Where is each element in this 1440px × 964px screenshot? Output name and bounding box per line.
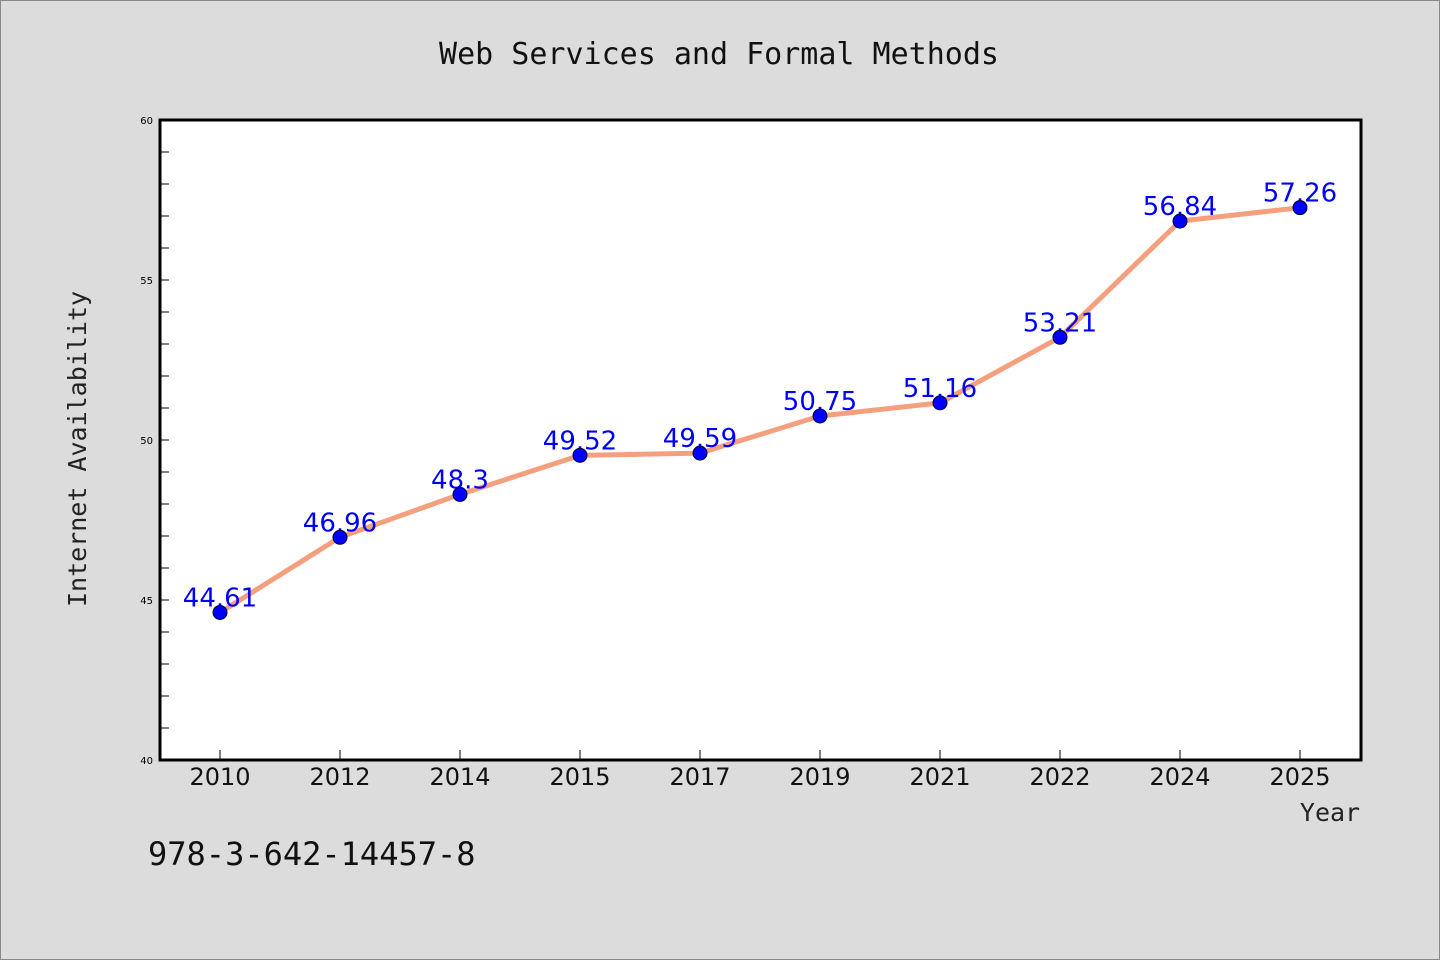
series-layer bbox=[217, 205, 1303, 615]
x-tick-label: 2010 bbox=[189, 763, 250, 791]
y-tick-label: 60 bbox=[140, 116, 153, 127]
x-tick-label: 2017 bbox=[669, 763, 730, 791]
data-point bbox=[452, 486, 468, 502]
y-tick-label: 40 bbox=[140, 756, 153, 767]
x-tick-label: 2021 bbox=[909, 763, 970, 791]
y-tick-label: 55 bbox=[140, 276, 153, 287]
x-tick-label: 2012 bbox=[309, 763, 370, 791]
data-point bbox=[1052, 329, 1068, 345]
x-tick-label: 2019 bbox=[789, 763, 850, 791]
x-axis-ticks: 2010 2012 2014 2015 2017 2019 2021 2022 2024 2025 bbox=[189, 750, 1331, 791]
data-point bbox=[212, 604, 228, 620]
isbn-annotation: 978-3-642-14457-8 bbox=[148, 835, 476, 873]
plot-area bbox=[160, 120, 1361, 760]
series-line bbox=[217, 205, 1303, 615]
data-point bbox=[1172, 213, 1188, 229]
data-point bbox=[1292, 200, 1308, 216]
data-point bbox=[332, 529, 348, 545]
x-tick-label: 2015 bbox=[549, 763, 610, 791]
chart-title: Web Services and Formal Methods bbox=[439, 37, 999, 72]
x-tick-label: 2014 bbox=[429, 763, 490, 791]
x-tick-label: 2024 bbox=[1149, 763, 1210, 791]
data-point bbox=[572, 447, 588, 463]
x-axis-label: Year bbox=[1300, 798, 1360, 827]
plot-frame bbox=[158, 118, 1363, 762]
data-point bbox=[692, 445, 708, 461]
data-point bbox=[812, 408, 828, 424]
data-point bbox=[932, 395, 948, 411]
x-tick-label: 2022 bbox=[1029, 763, 1090, 791]
y-axis-label: Internet Availability bbox=[63, 291, 92, 607]
x-tick-label: 2025 bbox=[1269, 763, 1330, 791]
y-tick-label: 45 bbox=[140, 596, 153, 607]
y-tick-label: 50 bbox=[140, 436, 153, 447]
